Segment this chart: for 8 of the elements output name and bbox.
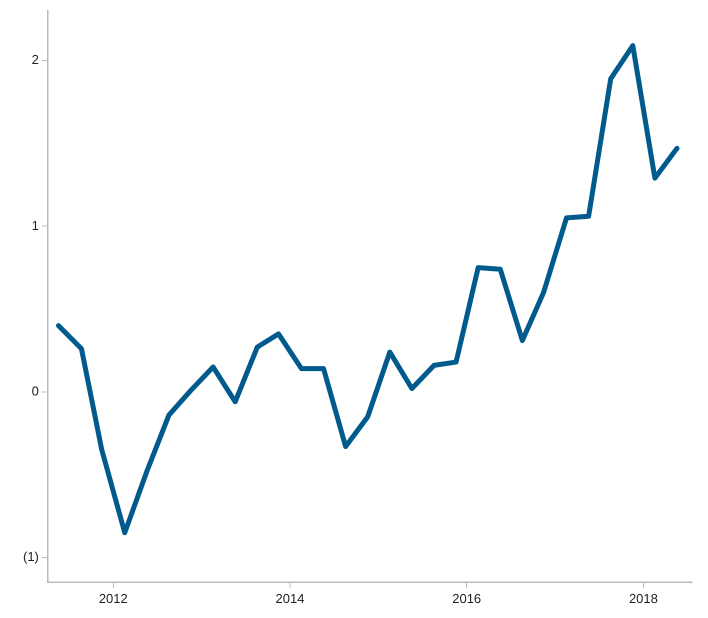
x-tick-label: 2014 — [276, 590, 304, 606]
y-tick-label: (1) — [23, 549, 39, 564]
y-tick-label: 0 — [32, 383, 39, 398]
x-tick-label: 2018 — [628, 590, 658, 606]
x-tick-label: 2012 — [98, 590, 128, 606]
x-tick-label: 2016 — [452, 590, 482, 606]
y-tick-label: 2 — [32, 52, 39, 68]
y-tick-label: 1 — [32, 218, 39, 233]
